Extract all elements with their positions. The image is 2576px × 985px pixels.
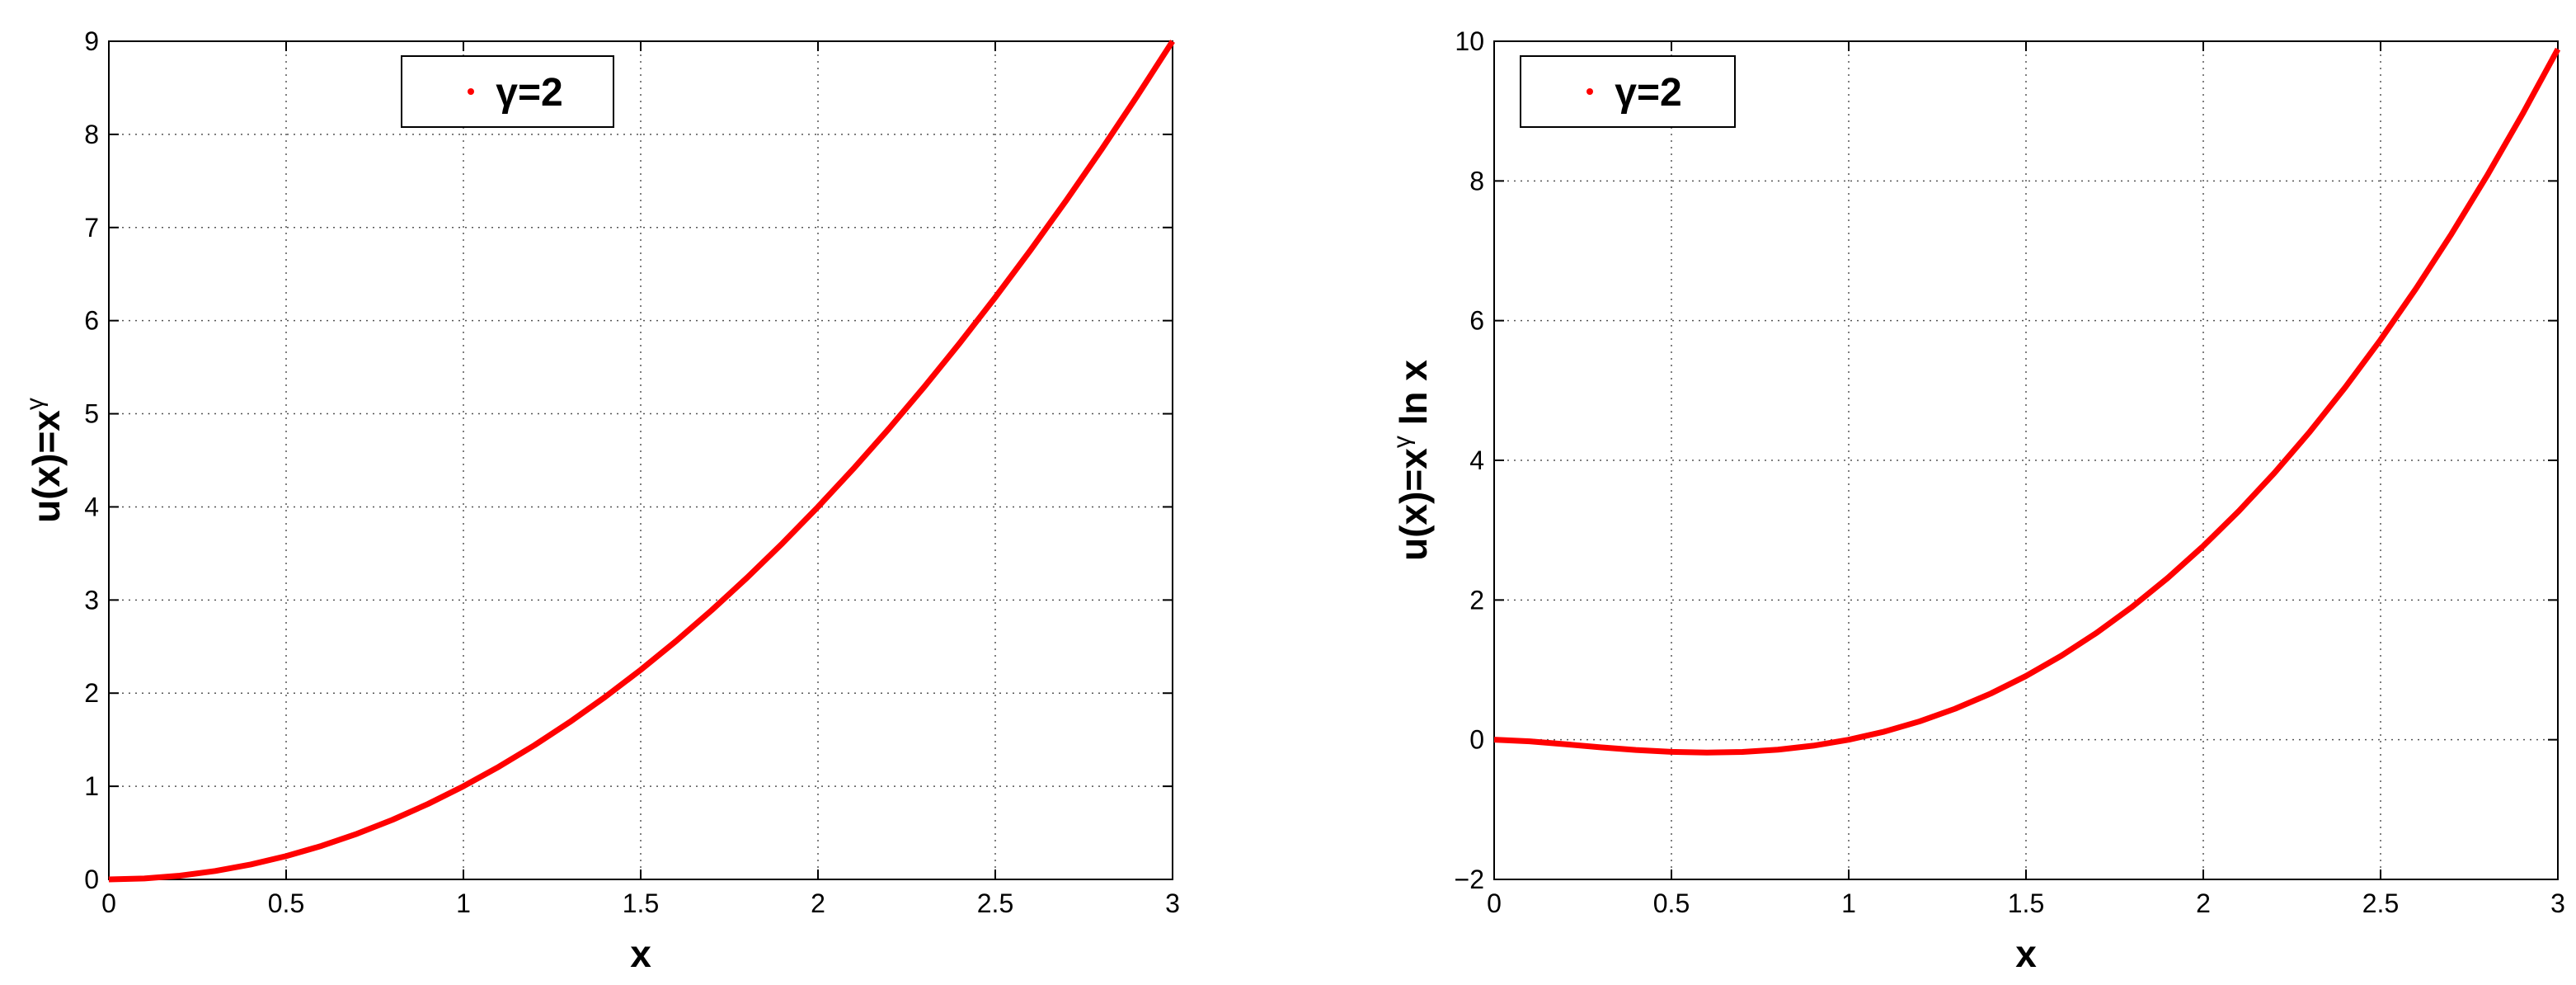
y-tick-label: 3 xyxy=(84,585,99,615)
x-tick-label: 3 xyxy=(2550,888,2565,918)
chart: 0 0.5 1 1.5 2 2.5 3 0 1 2 3 4 5 6 7 8 9 x u(x)=xγ γ=2 xyxy=(21,26,1180,975)
legend-marker xyxy=(1586,88,1593,95)
y-tick-label: 8 xyxy=(1469,166,1484,196)
x-tick-label: 3 xyxy=(1165,888,1180,918)
x-tick-label: 2 xyxy=(2196,888,2211,918)
x-tick-label: 0 xyxy=(1487,888,1502,918)
y-tick-label: 8 xyxy=(84,120,99,149)
y-tick-label: 4 xyxy=(84,492,99,521)
plot-frame xyxy=(1493,40,2559,880)
data-line xyxy=(1493,47,2561,756)
y-tick-label: 0 xyxy=(1469,725,1484,755)
y-tick-label: 7 xyxy=(84,213,99,243)
y-axis-label-part: u(x)=x xyxy=(25,410,68,523)
legend-box xyxy=(401,55,614,128)
x-tick-label: 0 xyxy=(101,888,116,918)
y-tick-label: 9 xyxy=(84,26,99,56)
y-axis-label: u(x)=xγ ln x xyxy=(1389,360,1435,561)
y-tick-label: 5 xyxy=(84,399,99,429)
x-axis-label: x xyxy=(630,932,651,975)
x-axis-label: x xyxy=(2015,932,2037,975)
y-tick-label: 4 xyxy=(1469,445,1484,475)
x-tick-label: 2 xyxy=(811,888,825,918)
y-axis-label-part: u(x)=x xyxy=(1392,448,1435,561)
y-axis-label-part: γ xyxy=(1389,436,1416,448)
y-tick-label: 10 xyxy=(1455,26,1484,56)
y-tick-label: 1 xyxy=(84,771,99,801)
y-tick-label: −2 xyxy=(1455,865,1484,894)
x-tick-label: 2.5 xyxy=(2362,888,2399,918)
y-axis-label: u(x)=xγ xyxy=(21,398,68,523)
data-line xyxy=(108,40,1175,883)
legend-marker xyxy=(468,88,474,95)
legend-label: γ=2 xyxy=(496,71,562,115)
y-tick-label: 6 xyxy=(84,306,99,336)
y-tick-label: 2 xyxy=(1469,585,1484,615)
legend-label: γ=2 xyxy=(1615,71,1681,115)
x-tick-label: 1 xyxy=(1841,888,1856,918)
y-axis-label-part: ln x xyxy=(1392,360,1435,436)
plot-frame xyxy=(108,40,1173,880)
y-tick-label: 2 xyxy=(84,678,99,708)
x-tick-label: 1.5 xyxy=(2008,888,2044,918)
y-tick-label: 0 xyxy=(84,865,99,894)
x-tick-label: 2.5 xyxy=(977,888,1013,918)
y-tick-label: 6 xyxy=(1469,306,1484,336)
x-tick-label: 1.5 xyxy=(623,888,659,918)
x-tick-label: 0.5 xyxy=(268,888,304,918)
y-axis-label-part: γ xyxy=(21,398,49,410)
x-tick-label: 0.5 xyxy=(1653,888,1690,918)
legend-box xyxy=(1520,55,1736,128)
x-tick-label: 1 xyxy=(456,888,471,918)
